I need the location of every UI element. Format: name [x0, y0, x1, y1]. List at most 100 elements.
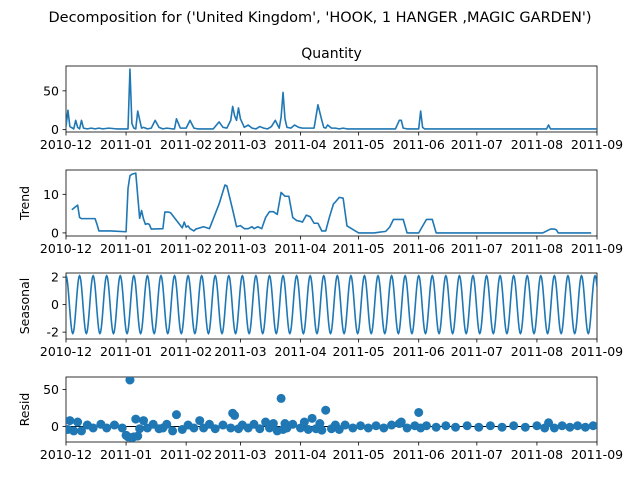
y-tick-label: 50: [43, 83, 59, 98]
y-axis-label: Seasonal: [17, 278, 32, 335]
resid-point: [195, 416, 205, 426]
resid-point: [303, 424, 313, 434]
y-axis-label: Resid: [17, 393, 32, 427]
x-tick-label: 2011-04: [274, 447, 326, 462]
resid-point: [557, 421, 567, 431]
y-tick-label: 0: [51, 297, 59, 312]
subplot-4: 2010-12 2011-01 2011-02 2011-03 2011-04 2011-…: [17, 376, 623, 462]
axes-frame: [65, 65, 598, 133]
y-tick-label: -2: [47, 325, 59, 340]
resid-point: [573, 421, 583, 431]
resid-point: [588, 421, 597, 431]
resid-point: [402, 423, 412, 433]
x-tick-label: 2011-06: [393, 137, 445, 152]
resid-point: [255, 424, 265, 434]
axes-frame: [65, 376, 598, 443]
resid-point: [371, 421, 381, 431]
resid-point: [66, 416, 75, 426]
series-line: [71, 172, 592, 234]
resid-point: [497, 422, 507, 432]
x-tick-label: 2011-03: [214, 447, 266, 462]
resid-point: [441, 421, 451, 431]
y-tick-label: 2: [51, 270, 59, 285]
resid-point: [532, 421, 542, 431]
resid-point: [139, 416, 149, 426]
resid-point: [168, 426, 178, 436]
resid-point: [133, 431, 143, 441]
resid-point: [210, 424, 220, 434]
y-tick-label: 50: [43, 382, 59, 397]
resid-point: [565, 422, 575, 432]
x-tick-label: 2011-01: [100, 137, 152, 152]
x-tick-label: 2011-07: [451, 344, 503, 359]
resid-point: [348, 423, 358, 433]
subplot-title: Quantity: [301, 46, 362, 62]
x-tick-label: 2011-05: [333, 344, 385, 359]
axes-frame: [65, 272, 598, 340]
y-axis-label: Trend: [17, 186, 32, 221]
subplot-panels: 2010-12 2011-01 2011-02 2011-03 2011-04 2011-…: [17, 46, 623, 462]
resid-point: [363, 423, 373, 433]
resid-point: [69, 426, 79, 436]
subplot-1: 2010-12 2011-01 2011-02 2011-03 2011-04 2011-…: [40, 46, 623, 152]
figure-title: Decomposition for ('United Kingdom', 'HO…: [49, 10, 592, 26]
seasonal-line: [66, 274, 597, 335]
resid-point: [268, 419, 278, 429]
resid-point: [299, 417, 309, 427]
resid-point: [462, 421, 472, 431]
resid-point: [485, 421, 495, 431]
x-tick-label: 2011-02: [160, 137, 212, 152]
resid-point: [135, 424, 145, 434]
resid-point: [431, 422, 441, 432]
subplot-3: 2010-12 2011-01 2011-02 2011-03 2011-04 2011-…: [17, 270, 623, 359]
resid-point: [125, 377, 135, 385]
resid-point: [88, 423, 98, 433]
resid-point: [276, 393, 286, 403]
x-tick-label: 2011-09: [571, 137, 623, 152]
y-tick-label: 0: [51, 419, 59, 434]
x-tick-label: 2011-03: [214, 344, 266, 359]
resid-point: [73, 417, 83, 427]
series-line: [66, 68, 597, 130]
axes-frame: [65, 169, 598, 237]
x-tick-label: 2011-07: [451, 241, 503, 256]
x-tick-label: 2011-08: [511, 344, 563, 359]
resid-point: [307, 413, 317, 423]
x-tick-label: 2011-01: [100, 241, 152, 256]
x-tick-label: 2011-02: [160, 447, 212, 462]
resid-point: [218, 420, 228, 430]
resid-point: [549, 423, 559, 433]
resid-point: [288, 419, 298, 429]
x-tick-label: 2011-02: [160, 241, 212, 256]
x-tick-label: 2011-06: [393, 447, 445, 462]
x-tick-label: 2010-12: [40, 447, 92, 462]
resid-point: [396, 417, 406, 427]
x-tick-label: 2011-06: [393, 241, 445, 256]
x-tick-label: 2011-05: [333, 241, 385, 256]
resid-point: [102, 423, 112, 433]
x-tick-label: 2011-05: [333, 137, 385, 152]
resid-point: [340, 420, 350, 430]
resid-point: [131, 414, 141, 424]
x-tick-label: 2011-02: [160, 344, 212, 359]
plot-area: [71, 172, 592, 234]
x-tick-label: 2011-01: [100, 447, 152, 462]
x-tick-label: 2010-12: [40, 137, 92, 152]
x-tick-label: 2011-03: [214, 137, 266, 152]
x-tick-label: 2011-09: [571, 241, 623, 256]
resid-point: [189, 423, 199, 433]
resid-point: [230, 410, 240, 420]
resid-point: [317, 425, 327, 435]
x-tick-label: 2011-09: [571, 344, 623, 359]
x-tick-label: 2011-08: [511, 447, 563, 462]
x-tick-label: 2011-08: [511, 241, 563, 256]
plot-area: [66, 68, 597, 130]
y-tick-label: 0: [51, 122, 59, 137]
resid-point: [77, 426, 86, 436]
resid-point: [387, 420, 397, 430]
resid-point: [474, 422, 484, 432]
x-tick-label: 2011-04: [274, 137, 326, 152]
resid-point: [520, 422, 530, 432]
y-tick-label: 10: [43, 187, 59, 202]
